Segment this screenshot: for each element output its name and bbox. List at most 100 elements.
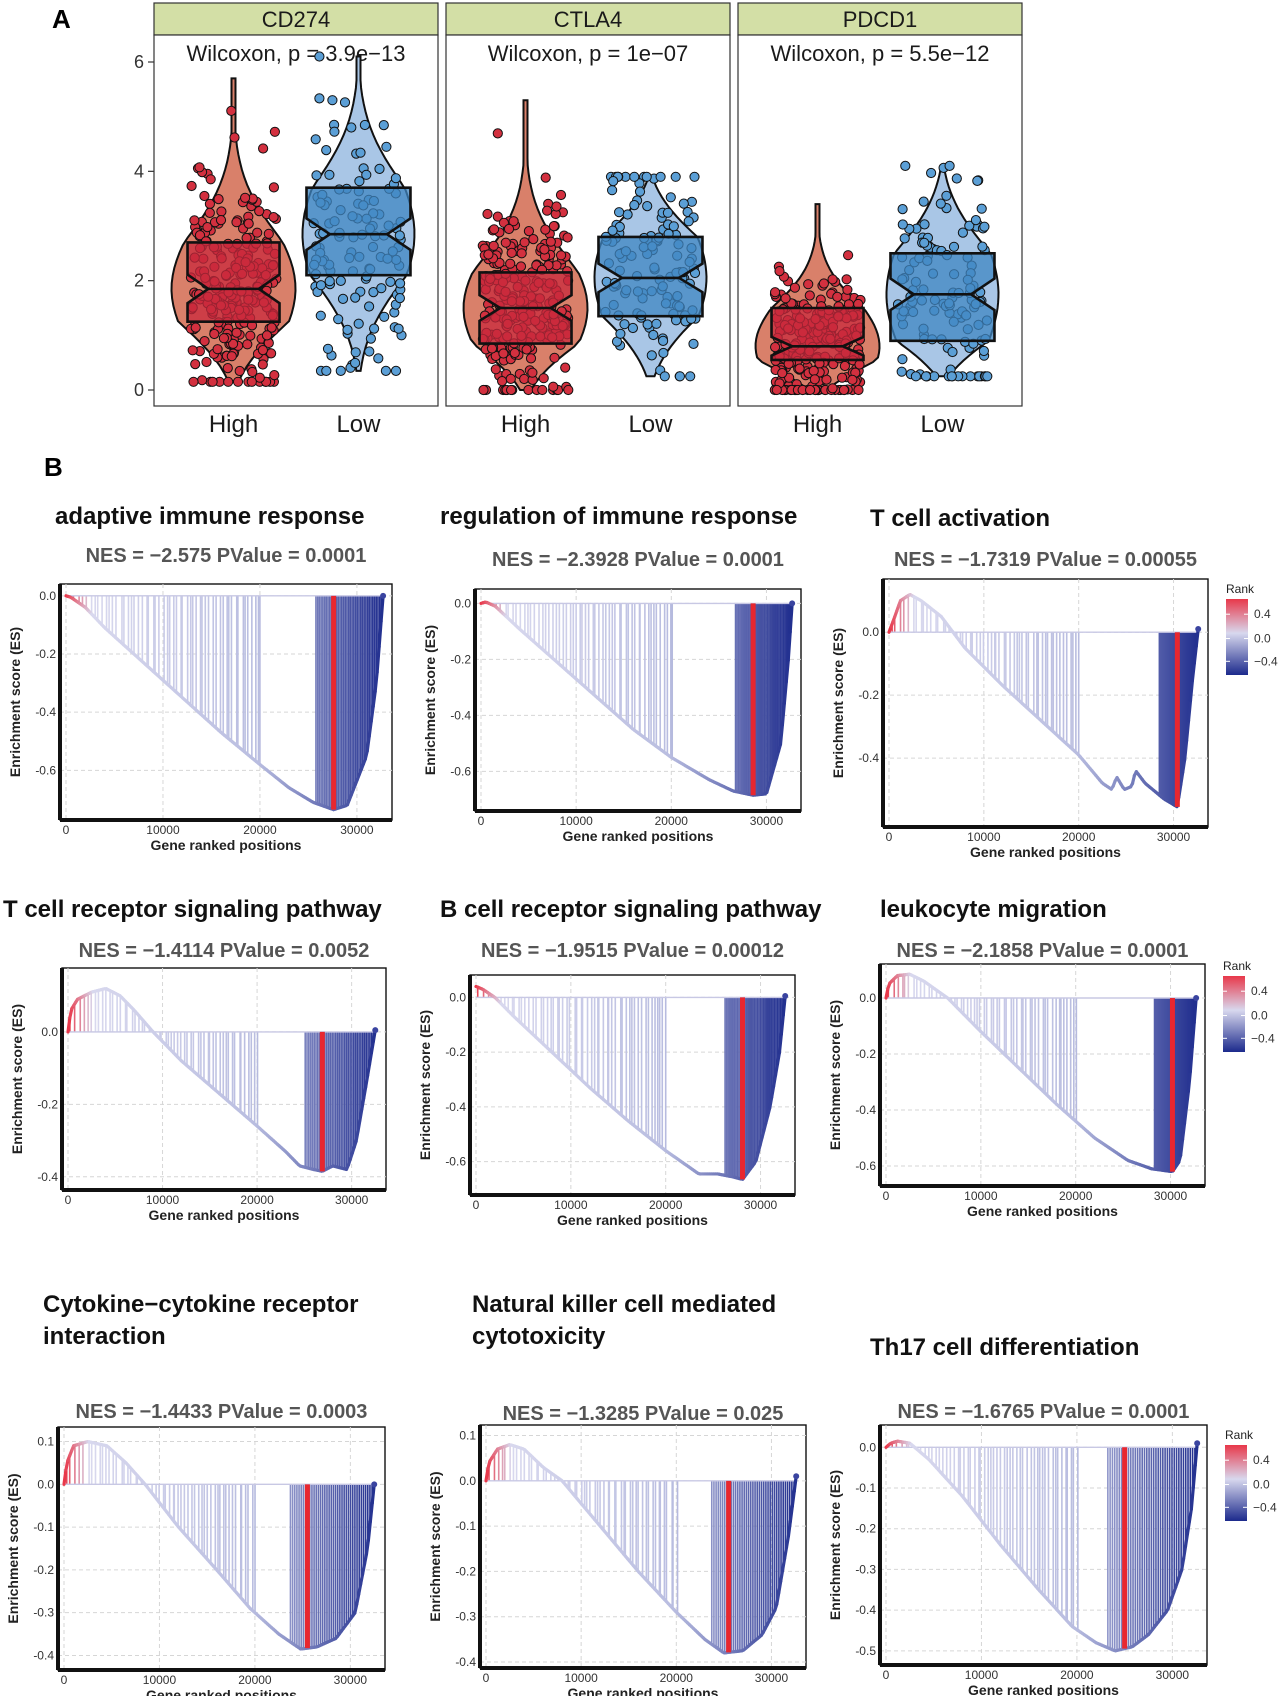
x-tick-label: 30000 — [335, 1193, 369, 1207]
data-point — [223, 376, 234, 387]
x-tick-label: 0 — [886, 830, 893, 844]
data-point — [634, 186, 646, 197]
es-curve-segment — [773, 1062, 780, 1077]
legend-tick-label: −0.4 — [1253, 1500, 1277, 1514]
data-point — [394, 230, 405, 241]
data-point — [545, 236, 556, 247]
data-point — [394, 293, 405, 304]
data-point — [619, 319, 630, 330]
data-point — [827, 274, 838, 285]
data-point — [252, 227, 263, 238]
y-tick-label: -0.3 — [455, 1610, 476, 1624]
data-point — [488, 240, 499, 251]
facet-strip-label: CTLA4 — [554, 7, 622, 32]
data-point — [385, 276, 396, 287]
x-tick-label: 30000 — [334, 1673, 368, 1687]
x-category-label: High — [209, 411, 258, 438]
legend-title: Rank — [1226, 582, 1255, 596]
es-curve-segment — [365, 1062, 372, 1078]
data-point — [537, 384, 548, 396]
data-point — [648, 329, 659, 341]
data-point — [209, 328, 220, 340]
data-point — [327, 95, 338, 106]
data-point — [897, 219, 908, 230]
es-curve-segment — [772, 1073, 778, 1088]
data-point — [818, 278, 830, 289]
data-point — [268, 212, 279, 223]
data-point — [809, 374, 820, 385]
data-point — [490, 364, 501, 375]
data-point — [269, 370, 280, 381]
data-point — [551, 201, 562, 212]
data-point — [607, 185, 618, 196]
es-curve-segment — [1187, 1507, 1193, 1524]
data-point — [674, 371, 686, 382]
gsea-plot-0: adaptive immune response NES = −2.575 PVa… — [7, 503, 393, 853]
y-tick-label: -0.3 — [33, 1606, 54, 1620]
x-tick-label: 10000 — [964, 1189, 998, 1203]
es-curve-segment — [1183, 1532, 1190, 1548]
data-point — [314, 51, 325, 62]
gsea-title: Cytokine−cytokine receptor — [43, 1291, 358, 1318]
legend-tick-label: 0.4 — [1254, 607, 1271, 621]
es-curve-segment — [1186, 1069, 1192, 1093]
x-tick-label: 0 — [883, 1189, 890, 1203]
data-point — [232, 376, 244, 387]
legend-tick-label: 0.0 — [1253, 1478, 1270, 1492]
data-point — [257, 345, 268, 356]
x-category-label: Low — [628, 411, 673, 438]
y-tick-label: 0.0 — [39, 589, 56, 603]
y-tick-label: -0.2 — [37, 1097, 58, 1111]
curve-end-point — [372, 1027, 379, 1034]
data-point — [243, 218, 254, 229]
x-tick-label: 30000 — [340, 823, 374, 837]
data-point — [216, 206, 227, 217]
es-curve-segment — [355, 1592, 361, 1606]
es-curve-segment — [779, 1013, 785, 1036]
data-point — [489, 224, 500, 235]
data-point — [562, 232, 573, 243]
data-point — [380, 365, 391, 376]
gsea-title: leukocyte migration — [880, 896, 1107, 923]
data-point — [853, 384, 864, 396]
data-point — [838, 384, 850, 396]
x-tick-label: 20000 — [1062, 830, 1096, 844]
data-point — [506, 247, 517, 258]
data-point — [246, 376, 257, 387]
x-axis-label: Gene ranked positions — [967, 1203, 1118, 1219]
x-tick-label: 20000 — [660, 1671, 694, 1685]
data-point — [390, 365, 402, 376]
data-point — [970, 215, 982, 226]
data-point — [688, 338, 699, 349]
facet-strip — [153, 2, 439, 36]
x-tick-label: 30000 — [1157, 830, 1191, 844]
data-point — [311, 170, 322, 181]
data-point — [188, 376, 199, 387]
curve-end-point — [1194, 1440, 1201, 1447]
x-axis-label: Gene ranked positions — [568, 1685, 719, 1696]
data-point — [523, 226, 535, 237]
data-point — [226, 105, 237, 117]
y-axis-label: Enrichment score (ES) — [427, 1471, 443, 1621]
data-point — [919, 219, 930, 230]
y-axis-label: Enrichment score (ES) — [417, 1010, 433, 1160]
es-curve-segment — [1188, 678, 1195, 703]
data-point — [204, 207, 215, 218]
es-curve-segment — [377, 619, 383, 649]
y-tick-label: 0.0 — [454, 596, 471, 610]
legend-tick-label: −0.4 — [1254, 654, 1278, 668]
x-tick-label: 10000 — [559, 814, 593, 828]
y-tick-label: -0.2 — [855, 1522, 876, 1536]
data-point — [229, 132, 240, 143]
data-point — [395, 278, 406, 289]
gsea-title: Natural killer cell mediated — [472, 1291, 776, 1318]
x-tick-label: 10000 — [554, 1198, 588, 1212]
data-point — [523, 384, 534, 396]
data-point — [910, 371, 922, 382]
data-point — [549, 352, 560, 363]
data-point — [678, 198, 689, 209]
es-curve-segment — [781, 1557, 787, 1572]
data-point — [854, 359, 865, 370]
data-point — [519, 373, 530, 385]
